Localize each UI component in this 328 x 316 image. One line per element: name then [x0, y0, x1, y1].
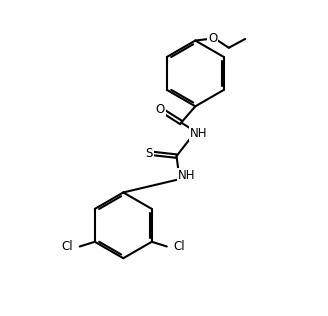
Text: Cl: Cl	[174, 240, 185, 253]
Text: Cl: Cl	[61, 240, 73, 253]
Text: S: S	[146, 147, 153, 160]
Text: O: O	[208, 33, 217, 46]
Text: NH: NH	[190, 127, 207, 140]
Text: O: O	[155, 103, 165, 116]
Text: NH: NH	[178, 169, 195, 182]
